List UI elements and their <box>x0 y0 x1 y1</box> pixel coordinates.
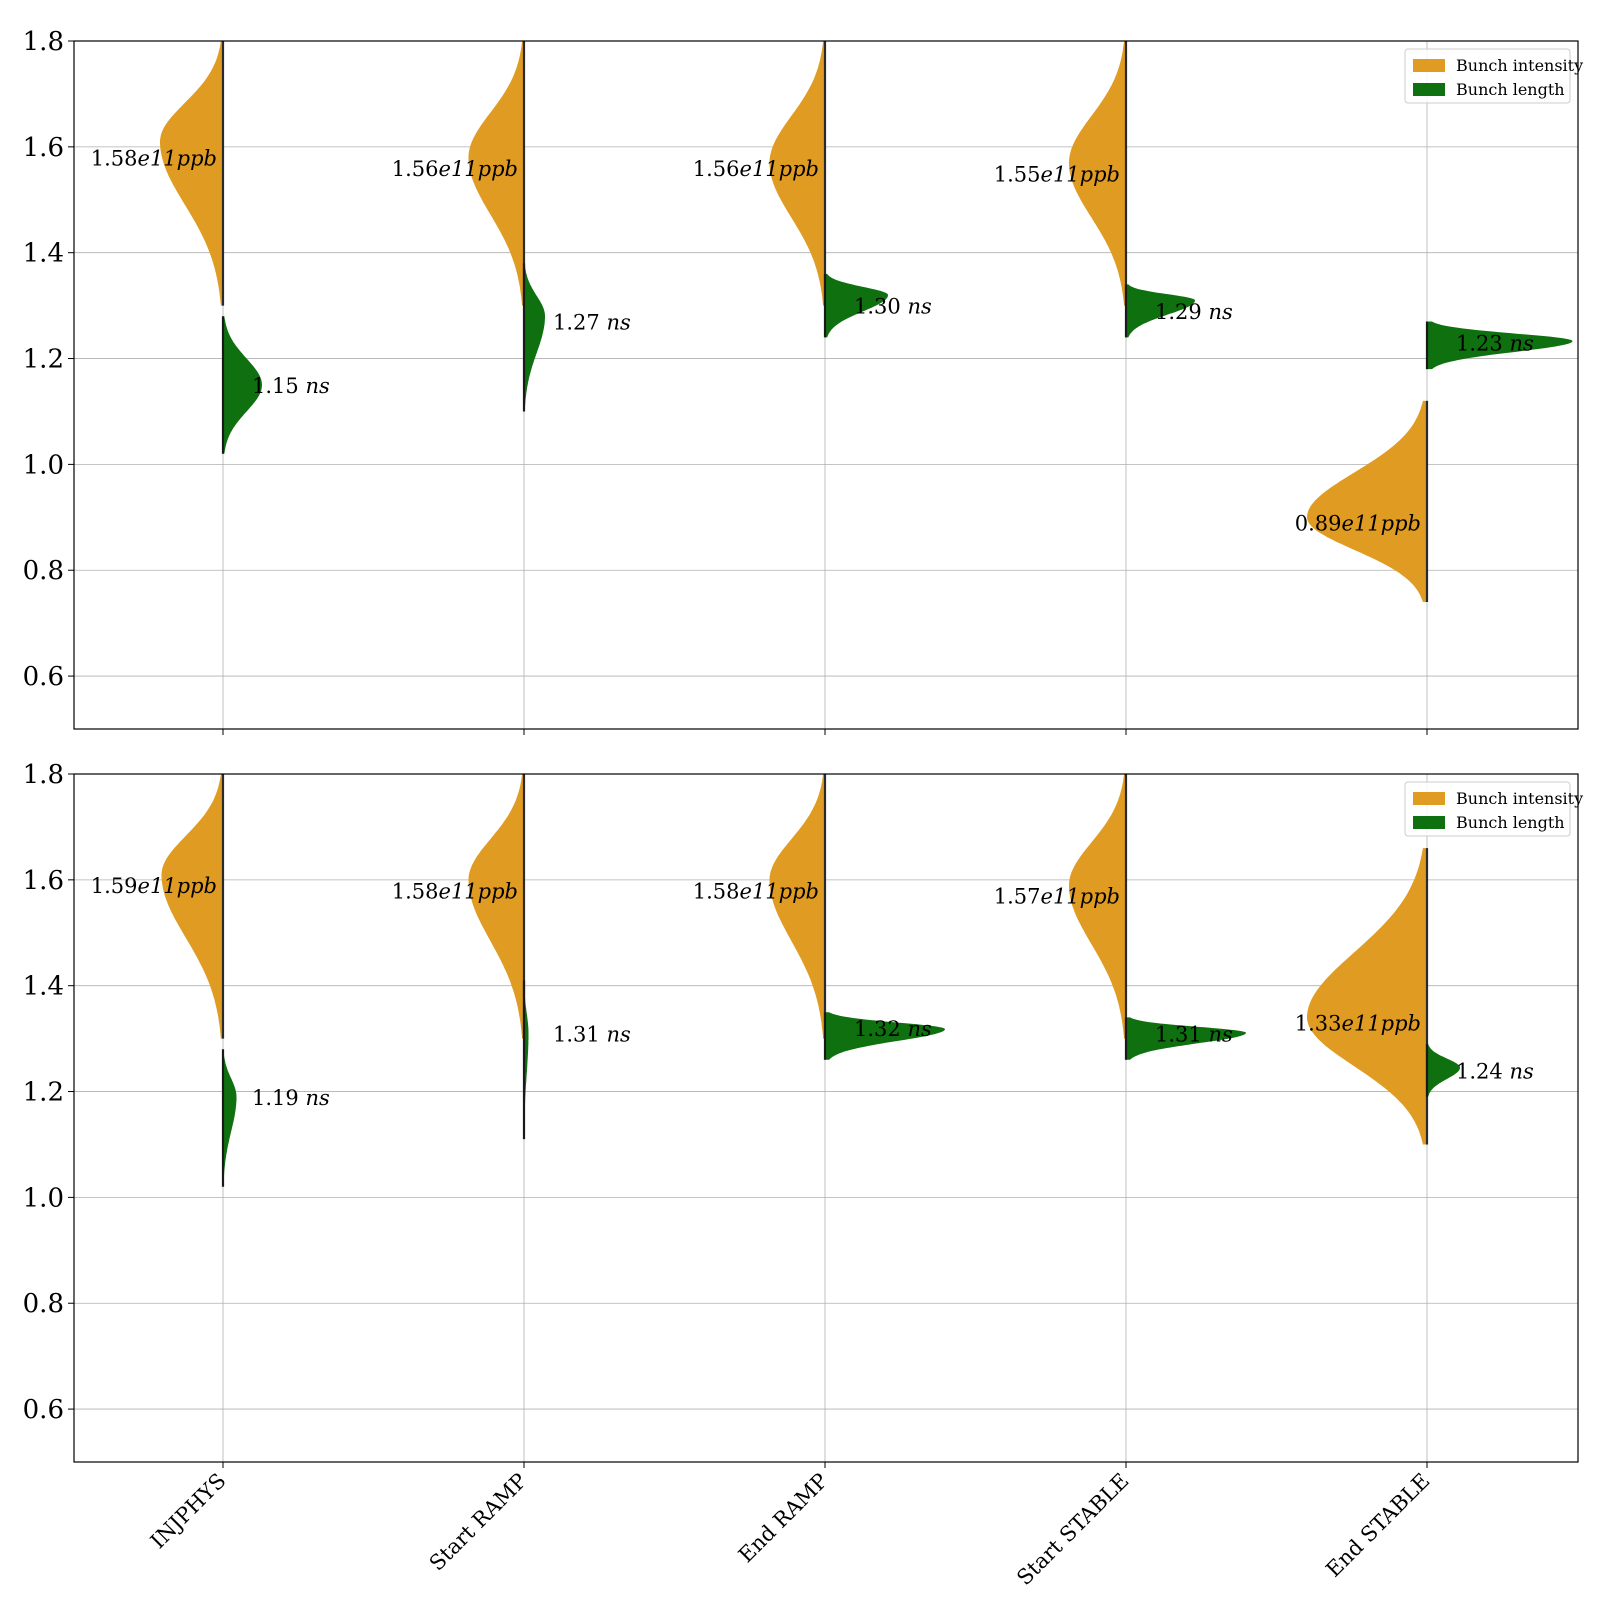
legend: Bunch intensity Bunch length <box>1404 48 1583 104</box>
length-violin <box>1126 1017 1246 1060</box>
length-annotation: 1.27 ns <box>553 310 631 334</box>
length-annotation: 1.15 ns <box>252 374 330 398</box>
category-label: Start STABLE <box>1012 1469 1133 1590</box>
length-annotation: 1.29 ns <box>1155 300 1233 324</box>
intensity-annotation: 1.56e11ppb <box>392 157 518 181</box>
category-label: Start RAMP <box>425 1469 532 1576</box>
intensity-annotation: 1.58e11ppb <box>693 879 819 903</box>
legend-swatch <box>1413 59 1445 72</box>
panel-1: 0.6 0.8 1.0 1.2 1.4 1.6 1.8 1.58e11ppb 1.56e11pp… <box>23 27 1583 735</box>
legend-swatch <box>1413 816 1445 829</box>
length-violin <box>825 273 888 338</box>
y-tick-label: 0.6 <box>23 1395 64 1425</box>
length-violin <box>1427 321 1573 370</box>
intensity-violin <box>769 774 825 1039</box>
intensity-violin <box>161 774 223 1039</box>
y-tick-label: 1.0 <box>23 1183 64 1213</box>
length-annotation: 1.31 ns <box>553 1022 631 1046</box>
legend-swatch <box>1413 83 1445 96</box>
axes-frame <box>73 773 1579 1463</box>
intensity-annotation: 1.33e11ppb <box>1295 1012 1421 1036</box>
intensity-annotation: 0.89e11ppb <box>1295 512 1421 536</box>
intensity-violin <box>468 774 524 1039</box>
intensity-violin <box>160 41 223 306</box>
length-annotation: 1.24 ns <box>1456 1059 1534 1083</box>
length-annotation: 1.31 ns <box>1155 1022 1233 1046</box>
legend-swatch <box>1413 792 1445 805</box>
intensity-violin <box>1307 848 1427 1145</box>
legend-label: Bunch length <box>1456 813 1565 832</box>
y-tick-label: 1.4 <box>23 972 64 1002</box>
axes-frame <box>73 40 1579 730</box>
intensity-violin <box>1069 774 1126 1039</box>
length-annotation: 1.19 ns <box>252 1086 330 1110</box>
y-tick-label: 1.2 <box>23 345 64 375</box>
legend-box <box>1404 781 1571 837</box>
y-tick-label: 0.8 <box>23 556 64 586</box>
length-violin <box>524 263 545 412</box>
length-violin <box>524 980 529 1140</box>
y-tick-label: 1.0 <box>23 450 64 480</box>
panel-2: 0.6 0.8 1.0 1.2 1.4 1.6 1.8 1.59e11ppb 1.58e11pp… <box>23 760 1583 1468</box>
length-annotation: 1.30 ns <box>854 295 932 319</box>
intensity-annotation: 1.58e11ppb <box>392 879 518 903</box>
length-violin <box>1126 284 1195 338</box>
length-violin <box>1427 1043 1460 1097</box>
category-label: End RAMP <box>734 1469 833 1568</box>
y-tick-label: 1.4 <box>23 239 64 269</box>
category-label: End STABLE <box>1321 1469 1434 1582</box>
intensity-annotation: 1.55e11ppb <box>994 162 1120 186</box>
intensity-violin <box>1069 41 1126 306</box>
y-tick-label: 1.8 <box>23 760 64 790</box>
intensity-violin <box>1307 400 1427 602</box>
category-label: INJPHYS <box>146 1469 231 1554</box>
y-tick-label: 1.6 <box>23 133 64 163</box>
y-tick-label: 0.6 <box>23 662 64 692</box>
y-tick-label: 1.8 <box>23 27 64 57</box>
legend-box <box>1404 48 1571 104</box>
length-violin <box>223 1049 237 1187</box>
intensity-annotation: 1.58e11ppb <box>91 146 217 170</box>
y-tick-label: 1.6 <box>23 866 64 896</box>
length-violin <box>223 316 262 454</box>
y-tick-label: 0.8 <box>23 1289 64 1319</box>
legend: Bunch intensity Bunch length <box>1404 781 1583 837</box>
intensity-annotation: 1.59e11ppb <box>91 874 217 898</box>
y-tick-label: 1.2 <box>23 1078 64 1108</box>
intensity-annotation: 1.57e11ppb <box>994 885 1120 909</box>
intensity-violin <box>769 41 825 306</box>
legend-label: Bunch intensity <box>1456 56 1583 75</box>
legend-label: Bunch length <box>1456 80 1565 99</box>
length-violin <box>825 1012 945 1060</box>
length-annotation: 1.32 ns <box>854 1017 932 1041</box>
intensity-annotation: 1.56e11ppb <box>693 157 819 181</box>
legend-label: Bunch intensity <box>1456 789 1583 808</box>
length-annotation: 1.23 ns <box>1456 332 1534 356</box>
intensity-violin <box>468 41 524 306</box>
